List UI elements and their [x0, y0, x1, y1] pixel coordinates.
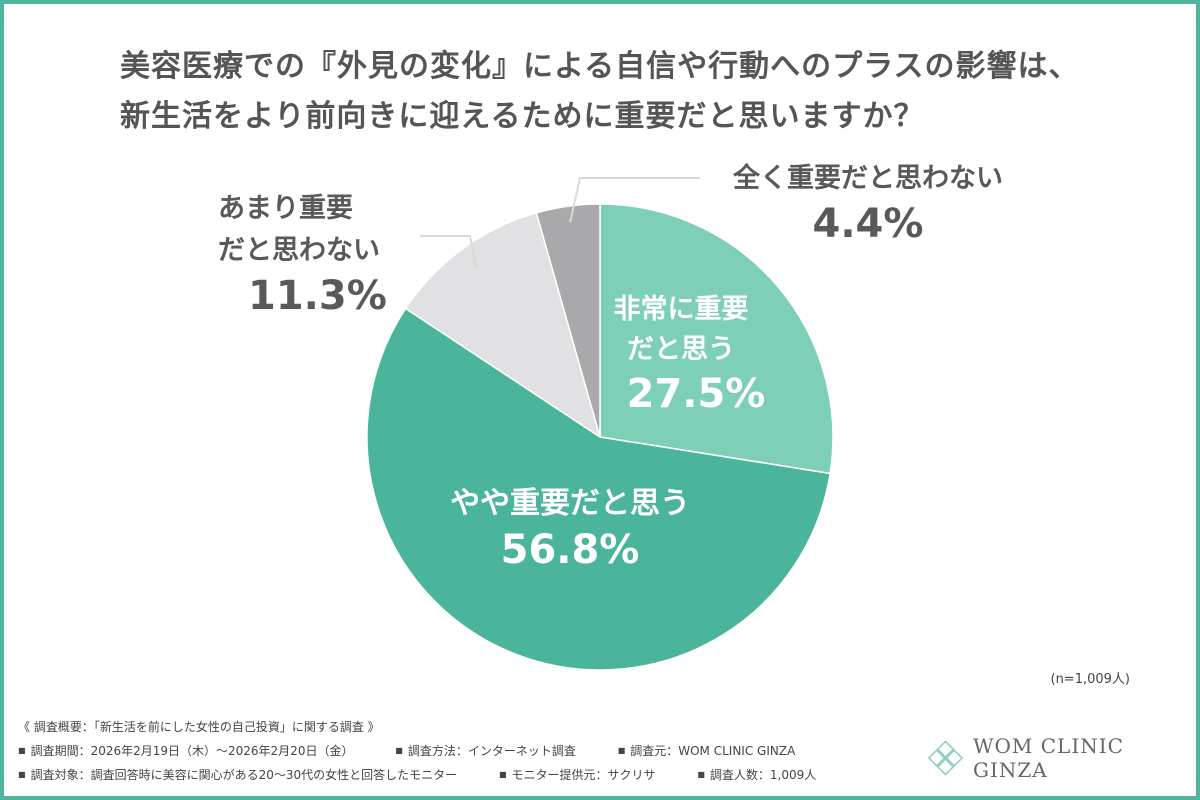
slice-label-somewhat-important: やや重要だと思う 56.8% [410, 482, 730, 574]
survey-row-1: 調査期間：2026年2月19日（木）〜2026年2月20日（金） 調査方法：イン… [18, 739, 918, 763]
slice-label-not-very-important: あまり重要 だと思わない 11.3% [218, 188, 408, 320]
survey-target: 調査対象：調査回答時に美容に関心がある20〜30代の女性と回答したモニター [18, 763, 458, 787]
slice-name-not-very-important-1: あまり重要 [218, 193, 353, 224]
clinic-logo: WOM CLINIC GINZA [926, 734, 1200, 782]
survey-count: 調査人数：1,009人 [697, 763, 816, 787]
slice-value-not-important-at-all: 4.4% [812, 201, 924, 247]
leader-line-not-very-important [420, 235, 478, 268]
logo-text: WOM CLINIC GINZA [972, 734, 1124, 782]
slice-name-somewhat-important: やや重要だと思う [450, 486, 690, 521]
slice-not-very-important [404, 211, 602, 439]
survey-provider: モニター提供元：サクリサ [499, 763, 656, 787]
sample-size-note: (n=1,009人) [1050, 672, 1131, 687]
survey-footer: 《 調査概要：「新生活を前にした女性の自己投資」に関する調査 》 調査期間：20… [18, 716, 918, 787]
slice-value-very-important: 27.5% [626, 371, 766, 417]
slice-label-very-important: 非常に重要 だと思う 27.5% [596, 290, 766, 418]
slice-name-not-very-important-2: だと思わない [218, 235, 380, 266]
slice-name-not-important-at-all: 全く重要だと思わない [733, 163, 1003, 194]
survey-method: 調査方法：インターネット調査 [395, 739, 576, 763]
survey-row-2: 調査対象：調査回答時に美容に関心がある20〜30代の女性と回答したモニター モニ… [18, 763, 918, 787]
slice-label-not-important-at-all: 全く重要だと思わない 4.4% [708, 158, 1028, 248]
title-line-2: 新生活をより前向きに迎えるために重要だと思いますか？ [120, 99, 925, 134]
slice-name-very-important-2: だと思う [627, 334, 735, 365]
slice-value-not-very-important: 11.3% [248, 273, 387, 319]
slice-value-somewhat-important: 56.8% [500, 527, 640, 573]
leader-line-not-important-at-all [569, 177, 700, 223]
slice-somewhat-important [366, 307, 831, 671]
slice-not-important-at-all [535, 203, 601, 438]
survey-period: 調査期間：2026年2月19日（木）〜2026年2月20日（金） [18, 739, 354, 763]
survey-summary: 《 調査概要：「新生活を前にした女性の自己投資」に関する調査 》 [18, 720, 380, 734]
chart-title: 美容医療での『外見の変化』による自信や行動へのプラスの影響は、 新生活をより前向… [120, 42, 1080, 142]
survey-source: 調査元：WOM CLINIC GINZA [618, 739, 795, 763]
title-line-1: 美容医療での『外見の変化』による自信や行動へのプラスの影響は、 [120, 49, 1080, 84]
slice-very-important [599, 203, 834, 475]
slice-name-very-important-1: 非常に重要 [613, 294, 749, 325]
logo-mark-icon [927, 740, 964, 776]
